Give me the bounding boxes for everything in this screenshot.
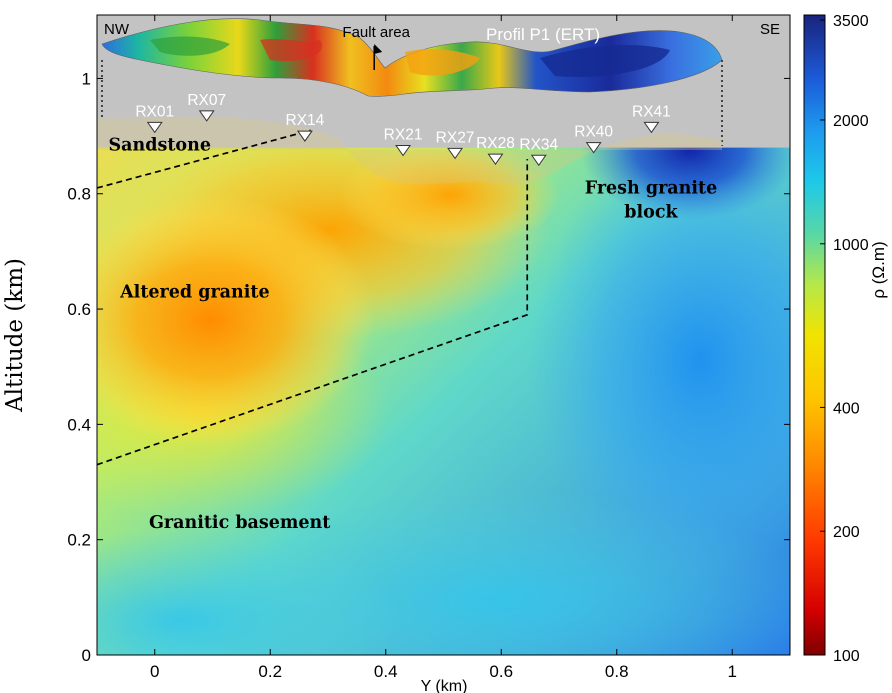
colorbar-gradient	[803, 14, 826, 656]
y-axis-label: Altitude (km)	[2, 258, 28, 413]
x-tick-label: 0.6	[489, 662, 513, 681]
zone-label: Sandstone	[109, 135, 211, 155]
zone-labels: Sandstone Fresh granite block Altered grani…	[109, 135, 718, 533]
colorbar-tick-label: 1000	[833, 237, 869, 254]
zone-label: Altered granite	[119, 283, 270, 303]
station-label: RX07	[187, 92, 226, 109]
x-tick-label: 0.4	[374, 662, 398, 681]
y-tick-label: 1	[82, 69, 91, 88]
y-tick-label: 0	[82, 646, 91, 665]
x-tick-label: 1	[728, 662, 737, 681]
colorbar-ticks: 100 200 400 1000 2000 3500	[820, 13, 869, 665]
station-marker	[296, 130, 313, 142]
colorbar-tick-label: 2000	[833, 113, 869, 130]
colorbar-tick-label: 200	[833, 524, 860, 541]
station-marker	[146, 121, 163, 134]
station-marker	[487, 153, 504, 166]
station-marker	[585, 142, 602, 154]
station-label: RX14	[286, 112, 325, 129]
y-tick-label: 0.6	[67, 300, 91, 319]
lower-boundary	[96, 159, 529, 466]
ert-profile-band	[97, 15, 790, 185]
station-label: RX34	[519, 136, 558, 153]
x-axis-label: Y (km)	[421, 678, 468, 693]
station-label: RX27	[436, 129, 475, 146]
colorbar-tick-label: 3500	[833, 13, 869, 30]
y-tick-label: 0.8	[67, 185, 91, 204]
zone-label: Fresh granite block	[585, 179, 718, 223]
direction-label-nw: NW	[104, 21, 130, 38]
plot-frame	[96, 14, 791, 656]
x-tick-label: 0	[150, 662, 159, 681]
direction-label-se: SE	[760, 21, 780, 38]
station-marker	[395, 144, 412, 157]
station-marker	[447, 147, 464, 160]
station-label: RX40	[574, 124, 613, 141]
station-label: RX41	[632, 103, 671, 120]
zone-label: Granitic basement	[149, 513, 330, 533]
fault-annotation: Fault area	[342, 24, 411, 70]
y-axis: 0 0.2 0.4 0.6 0.8 1	[67, 69, 790, 665]
station-marker	[198, 110, 215, 122]
x-axis: 0 0.2 0.4 0.6 0.8 1	[150, 15, 737, 681]
y-tick-label: 0.4	[67, 415, 91, 434]
x-tick-label: 0.2	[258, 662, 282, 681]
colorbar: 100 200 400 1000 2000 3500 ρ (Ω.m)	[803, 13, 888, 665]
y-tick-label: 0.2	[67, 531, 91, 550]
colorbar-label: ρ (Ω.m)	[869, 241, 888, 298]
upper-boundary	[96, 129, 311, 189]
profile-label: Profil P1 (ERT)	[486, 25, 600, 44]
station-label: RX21	[384, 126, 423, 143]
station-marker	[530, 154, 547, 167]
x-tick-label: 0.8	[605, 662, 629, 681]
boundary-lines	[96, 129, 529, 466]
station-markers: RX01 RX07 RX14 RX21 RX27 RX28 RX34 RX40 RX41	[135, 92, 671, 167]
station-marker	[643, 121, 660, 134]
station-label: RX01	[135, 103, 174, 120]
fault-area-label: Fault area	[342, 24, 410, 41]
station-label: RX28	[476, 135, 515, 152]
colorbar-tick-label: 100	[833, 648, 860, 665]
colorbar-tick-label: 400	[833, 400, 860, 417]
